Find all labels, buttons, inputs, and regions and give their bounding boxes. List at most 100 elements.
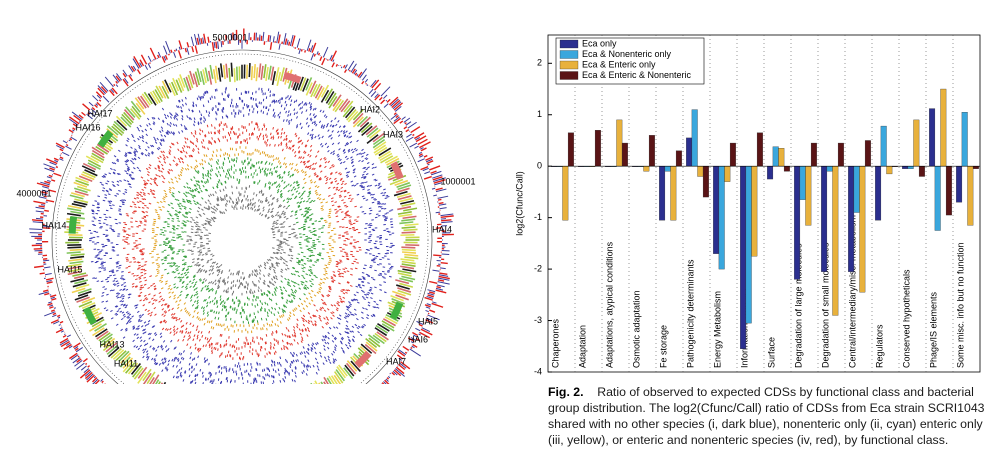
- gene-tick: [130, 363, 142, 375]
- gene-tick: [396, 192, 411, 198]
- gene-tick: [120, 116, 132, 128]
- gene-tick: [255, 67, 259, 82]
- gene-tick: [70, 277, 85, 283]
- genome-label: HAI6: [408, 334, 428, 344]
- gene-tick: [168, 82, 176, 97]
- gene-tick: [336, 366, 346, 379]
- gene-tick: [78, 300, 93, 308]
- gene-tick: [72, 272, 87, 277]
- legend-swatch: [559, 39, 579, 49]
- gene-tick: [75, 283, 90, 290]
- genome-label: HAI15: [57, 264, 82, 274]
- ring: [51, 49, 433, 384]
- genome-label: HAI4: [432, 224, 452, 234]
- gene-tick: [112, 349, 125, 360]
- gene-tick: [323, 381, 327, 384]
- gene-tick: [87, 159, 102, 168]
- gene-tick: [330, 375, 339, 384]
- x-tick-label: Surface: [766, 337, 776, 368]
- gene-tick: [392, 290, 406, 297]
- island: [283, 71, 302, 84]
- gene-tick: [309, 80, 317, 94]
- gene-tick: [67, 270, 82, 276]
- gene-tick: [209, 64, 214, 79]
- gene-tick: [120, 352, 132, 364]
- gene-tick: [377, 323, 390, 332]
- gene-tick: [127, 362, 139, 375]
- gene-tick: [342, 105, 353, 118]
- gene-tick: [260, 65, 264, 80]
- gene-tick: [123, 109, 135, 121]
- gene-tick: [326, 377, 332, 384]
- gene-tick: [399, 221, 414, 225]
- bar-chart: -4 -3 -2 -1 0 1 2 log2(Cfunc/Call) Chaperones Ada…: [514, 34, 981, 376]
- bar: [772, 146, 779, 167]
- figure: 5000001100000140000013000001HAI2HAI3HAI4…: [16, 28, 981, 384]
- bar: [961, 112, 968, 167]
- gene-tick: [345, 362, 357, 375]
- gene-tick: [373, 141, 387, 151]
- gene-tick: [81, 296, 96, 304]
- gene-tick: [75, 179, 89, 186]
- bar: [767, 166, 774, 180]
- gene-tick: [91, 318, 105, 328]
- gene-tick: [386, 157, 400, 166]
- gene-tick: [258, 63, 262, 78]
- gene-tick: [135, 102, 146, 115]
- gene-tick: [361, 125, 373, 137]
- gene-tick: [161, 80, 170, 94]
- gene-tick: [122, 360, 134, 373]
- gene-tick: [164, 79, 172, 93]
- gene-tick: [343, 367, 354, 380]
- gene-tick: [149, 376, 155, 384]
- gene-tick: [233, 68, 236, 83]
- x-tick-label: Adaptation: [577, 325, 587, 368]
- gene-tick: [390, 295, 404, 302]
- bar: [675, 150, 682, 167]
- bar: [805, 166, 812, 226]
- gene-tick: [271, 71, 277, 86]
- x-tick-label: Osmotic adaptation: [631, 290, 641, 368]
- gene-tick: [200, 71, 205, 85]
- gene-tick: [155, 379, 160, 384]
- gene-tick: [356, 115, 368, 127]
- gene-tick: [139, 95, 150, 108]
- gene-tick: [365, 337, 378, 348]
- gene-tick: [364, 343, 377, 355]
- x-tick-label: Energy Metabolism: [712, 291, 722, 368]
- gene-tick: [152, 90, 161, 104]
- bar: [918, 166, 925, 177]
- genome-label: 4000001: [16, 188, 51, 198]
- gene-tick: [81, 302, 96, 310]
- gene-tick: [132, 365, 143, 378]
- gene-tick: [170, 81, 179, 96]
- gene-tick: [372, 334, 385, 345]
- gene-tick: [365, 125, 378, 136]
- gene-tick: [94, 323, 107, 332]
- gc-skew-blue: [29, 31, 454, 384]
- gene-tick: [100, 336, 113, 347]
- gene-tick: [192, 73, 199, 88]
- gene-tick: [137, 96, 147, 109]
- gene-tick: [71, 287, 86, 294]
- bar: [751, 166, 758, 257]
- gene-tick: [333, 374, 342, 384]
- bar: [697, 166, 704, 177]
- gene-tick: [77, 290, 92, 297]
- gene-tick: [335, 369, 345, 382]
- bar: [886, 166, 893, 175]
- gene-tick: [196, 68, 202, 83]
- gene-tick: [270, 66, 275, 81]
- gene-tick: [91, 149, 105, 159]
- bar: [621, 142, 628, 167]
- gene-tick: [352, 109, 364, 121]
- gene-tick: [327, 92, 337, 106]
- gene-tick: [401, 275, 416, 281]
- gene-tick: [402, 215, 417, 220]
- gene-tick: [397, 269, 412, 275]
- gene-tick: [137, 371, 147, 384]
- legend-swatch: [559, 50, 579, 59]
- gene-tick: [228, 67, 231, 82]
- track: [149, 146, 337, 334]
- bar: [740, 166, 747, 349]
